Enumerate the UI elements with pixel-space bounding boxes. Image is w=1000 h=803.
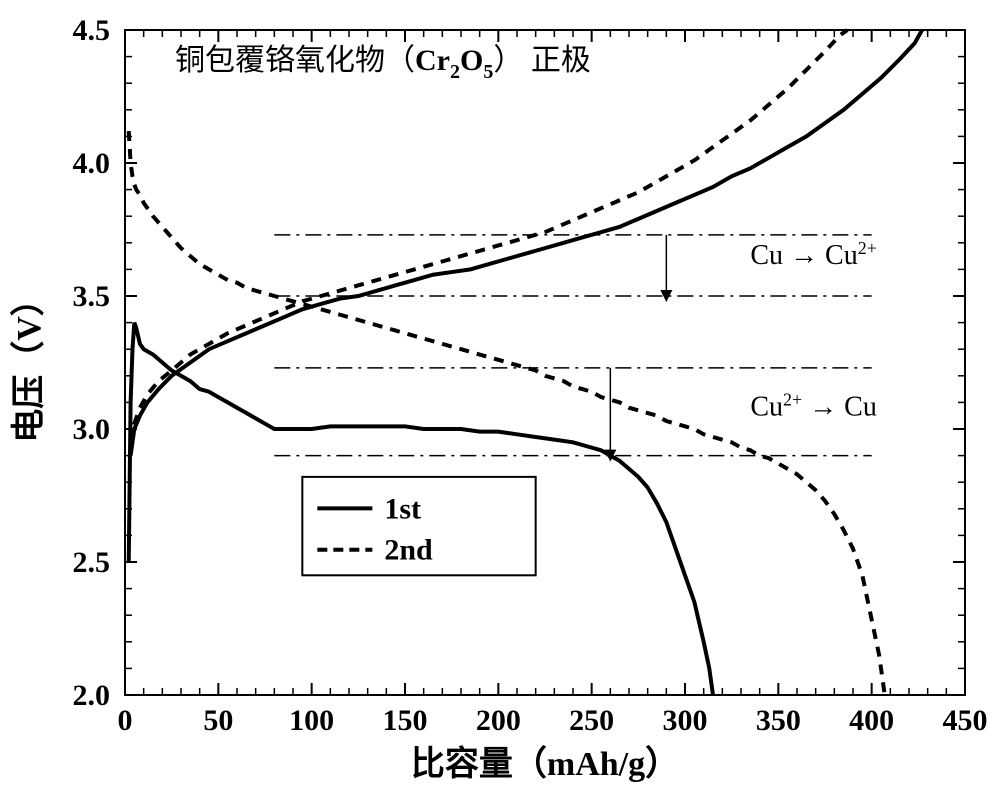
svg-text:3.0: 3.0: [73, 413, 111, 446]
svg-text:150: 150: [383, 704, 428, 737]
svg-text:450: 450: [943, 704, 988, 737]
svg-text:2.0: 2.0: [73, 679, 111, 712]
svg-text:电压（V）: 电压（V）: [9, 282, 48, 443]
legend-label: 2nd: [384, 534, 433, 567]
svg-text:50: 50: [203, 704, 233, 737]
svg-text:250: 250: [569, 704, 614, 737]
chart-container: 0 50 100 150 200 250 300 350 400 450 2.0 2.5 3.0 3.5 4…: [0, 0, 1000, 803]
chart-title: 铜包覆铬氧化物（Cr2O5） 正极: [175, 44, 591, 83]
svg-text:0: 0: [118, 704, 133, 737]
svg-text:400: 400: [849, 704, 894, 737]
series-2nd_discharge: [131, 30, 848, 442]
svg-text:100: 100: [289, 704, 334, 737]
annotation: Cu2+ → Cu: [750, 390, 877, 423]
legend-label: 1st: [384, 492, 421, 525]
annotation: Cu → Cu2+: [750, 238, 877, 271]
svg-text:3.5: 3.5: [73, 280, 111, 313]
svg-text:比容量（mAh/g）: 比容量（mAh/g）: [411, 744, 679, 783]
svg-text:350: 350: [756, 704, 801, 737]
svg-text:4.5: 4.5: [73, 14, 111, 47]
svg-text:200: 200: [476, 704, 521, 737]
svg-text:4.0: 4.0: [73, 147, 111, 180]
chart-svg: 0 50 100 150 200 250 300 350 400 450 2.0 2.5 3.0 3.5 4…: [0, 0, 1000, 803]
svg-text:2.5: 2.5: [73, 546, 111, 579]
svg-text:300: 300: [663, 704, 708, 737]
